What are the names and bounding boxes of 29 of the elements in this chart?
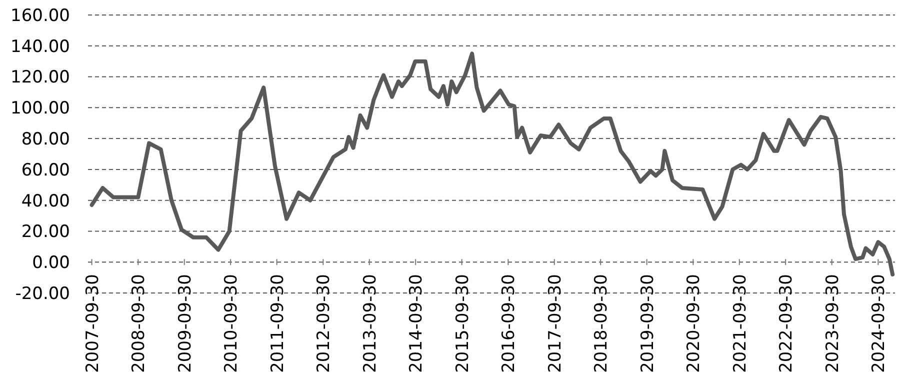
y-tick-label: 100.00: [10, 98, 70, 119]
x-tick-label: 2015-09-30: [452, 274, 473, 373]
x-tick-label: 2019-09-30: [638, 274, 658, 373]
x-tick-label: 2016-09-30: [499, 274, 520, 373]
y-tick-label: -20.00: [15, 284, 70, 304]
x-tick-label: 2021-09-30: [730, 274, 750, 373]
line-series: [90, 52, 895, 276]
y-tick-label: 0.00: [32, 253, 70, 274]
x-tick-label: 2023-09-30: [822, 274, 843, 373]
y-tick-label: 40.00: [21, 191, 70, 212]
y-tick-label: 20.00: [21, 222, 70, 242]
y-tick-label: 120.00: [10, 68, 70, 88]
x-tick-label: 2020-09-30: [684, 274, 704, 373]
x-tick-label: 2009-09-30: [175, 274, 196, 373]
y-tick-label: 140.00: [10, 36, 70, 57]
x-tick-label: 2024-09-30: [869, 274, 890, 373]
x-tick-label: 2013-09-30: [360, 274, 380, 373]
x-tick-label: 2007-09-30: [82, 274, 103, 373]
x-tick-label: 2011-09-30: [268, 274, 288, 373]
y-tick-label: 160.00: [10, 6, 70, 26]
y-tick-label: 80.00: [21, 130, 70, 150]
x-tick-label: 2017-09-30: [545, 274, 566, 373]
x-tick-label: 2018-09-30: [592, 274, 612, 373]
x-tick-label: 2008-09-30: [129, 274, 150, 373]
x-tick-label: 2014-09-30: [406, 274, 427, 373]
x-tick-label: 2010-09-30: [222, 274, 242, 373]
y-tick-label: 60.00: [21, 160, 70, 180]
x-tick-label: 2012-09-30: [314, 274, 334, 373]
x-tick-label: 2022-09-30: [776, 274, 797, 373]
